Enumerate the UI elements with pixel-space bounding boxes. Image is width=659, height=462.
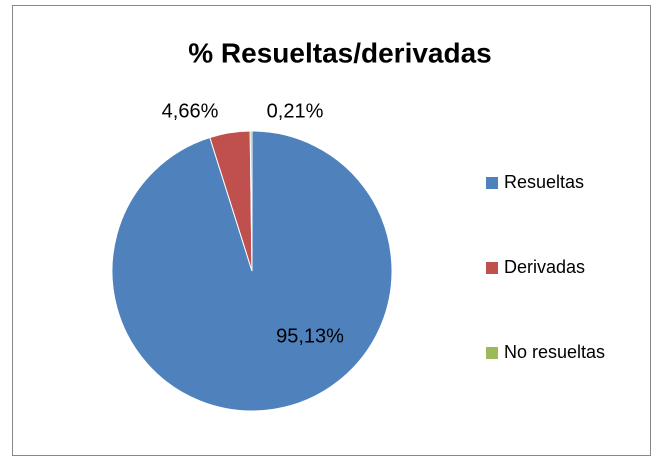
data-label: 4,66%: [162, 100, 219, 122]
data-label: 95,13%: [276, 325, 344, 347]
chart-title: % Resueltas/derivadas: [188, 37, 492, 68]
legend-swatch: [486, 177, 498, 189]
legend-label: No resueltas: [504, 342, 605, 362]
legend-label: Resueltas: [504, 172, 584, 192]
pie-slice: [249, 130, 253, 272]
legend-label: Derivadas: [504, 257, 585, 277]
legend-swatch: [486, 347, 498, 359]
data-label: 0,21%: [267, 100, 324, 122]
legend-swatch: [486, 262, 498, 274]
